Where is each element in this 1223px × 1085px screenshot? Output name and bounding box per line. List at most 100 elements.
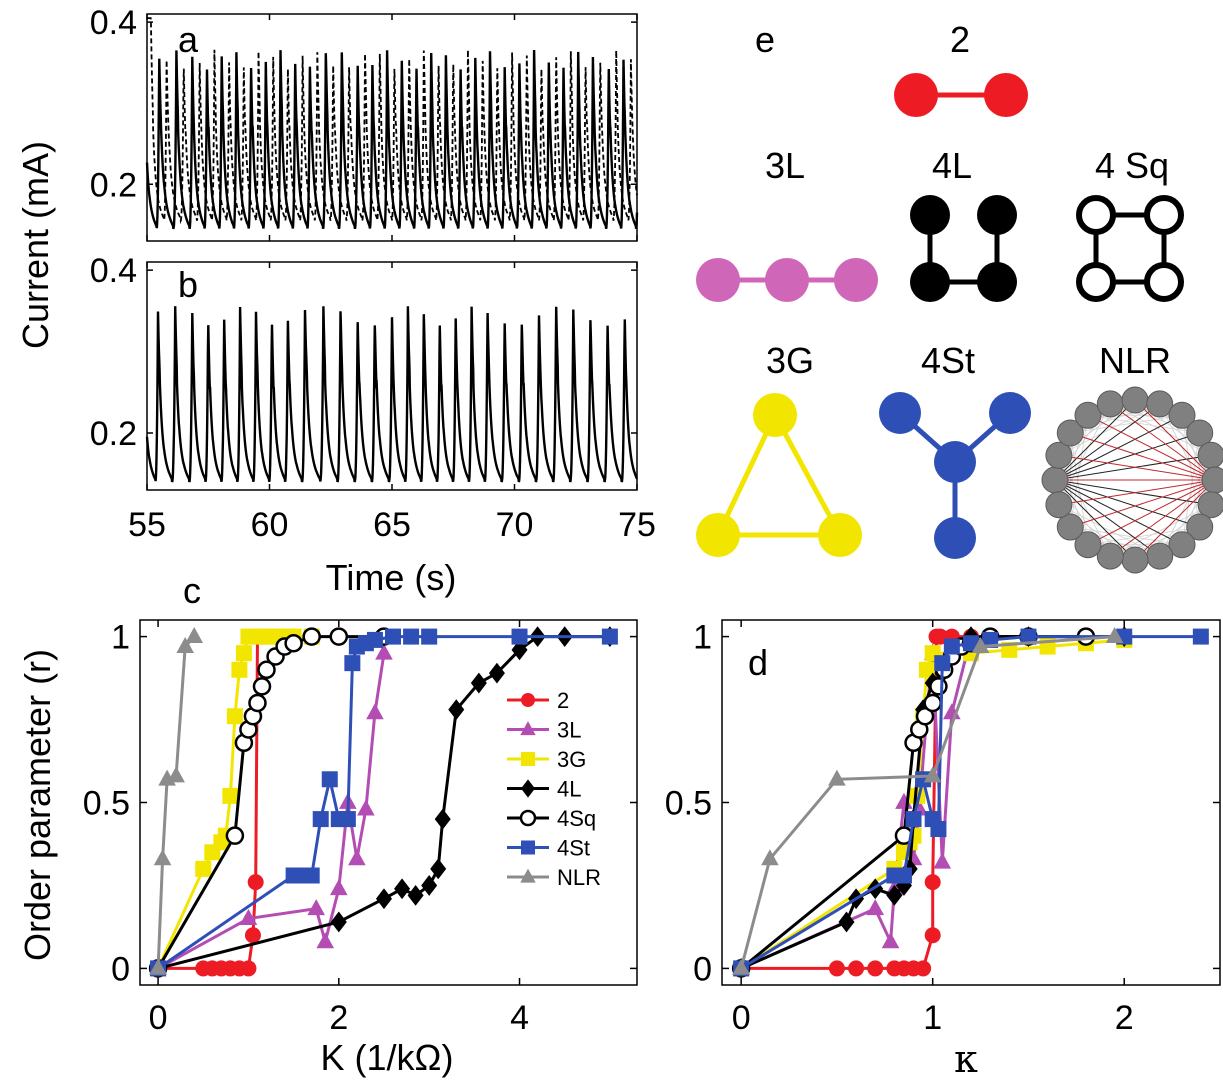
network-4St-node: [934, 441, 976, 483]
data-point-4Sq: [302, 627, 321, 646]
NLR-node: [1186, 513, 1214, 541]
data-point-4St: [930, 821, 947, 838]
series-4St: [150, 628, 618, 977]
series-line-NLR: [156, 635, 196, 969]
data-point-4L: [448, 699, 465, 720]
network-4St-node: [879, 392, 921, 434]
network-4L-node: [977, 262, 1017, 302]
network-3L-node: [696, 258, 740, 302]
network-4L-node: [910, 262, 950, 302]
data-point-3L: [375, 643, 393, 660]
x-tick-label: 0: [149, 999, 168, 1037]
data-point-4L: [407, 885, 424, 906]
panel-d-series: [731, 626, 1209, 979]
NLR-edge: [1070, 414, 1183, 434]
network-4L-node: [910, 195, 950, 235]
data-point-4L: [394, 878, 411, 900]
data-point-4Sq: [225, 826, 245, 845]
network-4Sq-node: [1076, 195, 1116, 235]
data-point-4St: [934, 655, 951, 672]
series-NLR: [732, 626, 1124, 975]
network-2-node: [894, 73, 938, 117]
network-3G-label: 3G: [766, 340, 814, 381]
network-2-graph: [894, 73, 1028, 117]
network-4St-node: [934, 517, 976, 559]
NLR-edge: [1058, 403, 1111, 505]
NLR-node: [1074, 531, 1102, 559]
series-4St: [733, 628, 1209, 977]
series-3L: [149, 643, 393, 975]
NLR-edge: [1069, 432, 1089, 545]
data-point-3L: [348, 849, 366, 866]
network-3G-edges: [714, 409, 845, 538]
NLR-node: [1197, 491, 1223, 519]
data-point-3G: [231, 661, 248, 678]
NLR-hub-edge: [1070, 432, 1216, 481]
y-tick-label: 0.5: [83, 785, 130, 823]
data-point-4St: [421, 628, 438, 645]
data-point-4L: [838, 911, 855, 933]
NLR-hub-edge: [1109, 403, 1216, 481]
x-tick-label: 55: [128, 506, 166, 544]
data-point-4St: [943, 638, 960, 655]
NLR-node: [1146, 542, 1174, 570]
NLR-node: [1045, 491, 1073, 519]
current-trace-dashed: [147, 17, 638, 225]
data-point-4Sq: [248, 693, 267, 713]
network-4L-graph: [910, 195, 1017, 302]
panel-d: 0 0.5 1 0 1 2 d: [665, 619, 1221, 1037]
NLR-hub-edge: [1070, 479, 1216, 528]
panel-a-axes: 0.2 0.4: [90, 4, 638, 241]
data-point-4L: [375, 888, 392, 910]
x-tick-label: 70: [496, 506, 534, 544]
panel-b-xlabel: Time (s): [326, 557, 457, 598]
data-point-4L: [470, 672, 487, 694]
panel-c-axes: 0 0.5 1 0 2 4: [83, 619, 637, 1037]
NLR-hub-edge: [1054, 479, 1136, 561]
NLR-edge: [1069, 415, 1089, 528]
legend-marker: [521, 840, 535, 855]
NLR-node: [1096, 542, 1124, 570]
panel-c-ylabel: Order parameter (r): [17, 649, 58, 961]
data-point-3G: [918, 661, 935, 678]
NLR-edge: [1058, 455, 1111, 557]
legend-entry-NLR: NLR: [507, 865, 601, 890]
data-point-2: [828, 960, 845, 977]
data-point-4St: [1020, 628, 1037, 645]
network-4Sq-edges: [1093, 212, 1167, 285]
series-line-4St: [740, 635, 1201, 970]
panel-a-traces: [145, 17, 639, 230]
data-point-4Sq: [257, 660, 276, 680]
data-point-4St: [385, 628, 402, 645]
data-point-4L: [434, 808, 451, 830]
series-line-NLR: [739, 635, 1115, 969]
panel-e-networks: e 2 3L 4L 4 Sq: [696, 19, 1223, 574]
y-tick-label: 0.2: [90, 415, 137, 453]
series-4Sq: [148, 627, 394, 978]
network-3L-graph: [696, 258, 878, 302]
legend-label: 2: [557, 688, 569, 713]
y-tick-label: 0: [111, 950, 130, 988]
data-point-3L: [330, 879, 348, 896]
network-4L-node: [977, 195, 1017, 235]
legend-marker: [521, 779, 535, 798]
network-4St-node: [989, 392, 1031, 434]
network-3L-node: [834, 258, 878, 302]
NLR-edge: [1181, 415, 1201, 528]
panel-a-letter: a: [178, 19, 199, 60]
data-point-NLR: [153, 849, 172, 866]
network-3G-node: [818, 513, 862, 557]
data-point-NLR: [1105, 626, 1124, 643]
data-point-3L: [239, 909, 258, 926]
data-point-4St: [601, 628, 618, 645]
data-point-NLR: [923, 766, 942, 783]
data-point-2: [924, 927, 941, 944]
data-point-2: [247, 874, 264, 891]
data-point-3L: [307, 899, 326, 916]
data-point-2: [848, 960, 865, 977]
NLR-edge: [1110, 403, 1212, 456]
data-point-4Sq: [929, 677, 948, 696]
data-point-2: [244, 927, 261, 944]
NLR-node: [1197, 441, 1223, 469]
